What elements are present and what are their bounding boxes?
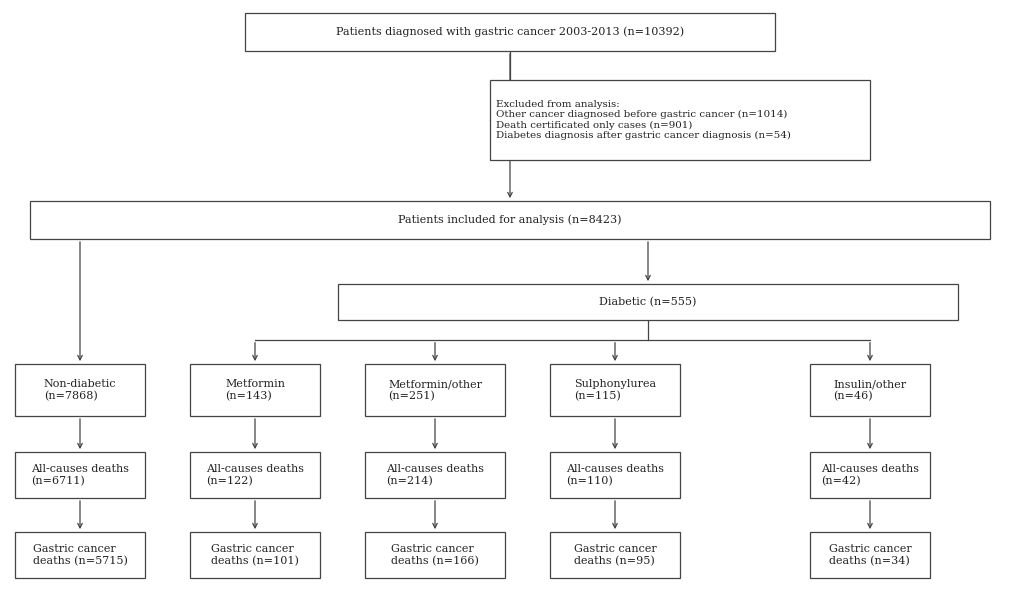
Bar <box>245 13 774 51</box>
Text: Gastric cancer
deaths (n=101): Gastric cancer deaths (n=101) <box>211 544 299 566</box>
Text: Excluded from analysis:
Other cancer diagnosed before gastric cancer (n=1014)
De: Excluded from analysis: Other cancer dia… <box>495 99 790 140</box>
Text: All-causes deaths
(n=122): All-causes deaths (n=122) <box>206 464 304 486</box>
Bar <box>365 452 504 498</box>
Bar <box>190 532 320 578</box>
Text: Gastric cancer
deaths (n=5715): Gastric cancer deaths (n=5715) <box>33 544 127 566</box>
Bar <box>365 532 504 578</box>
Bar <box>190 364 320 416</box>
Text: Gastric cancer
deaths (n=34): Gastric cancer deaths (n=34) <box>827 544 911 566</box>
Text: Non-diabetic
(n=7868): Non-diabetic (n=7868) <box>44 379 116 401</box>
Bar <box>549 532 680 578</box>
Text: Metformin/other
(n=251): Metformin/other (n=251) <box>387 379 482 401</box>
Text: All-causes deaths
(n=6711): All-causes deaths (n=6711) <box>31 464 128 486</box>
Bar <box>489 80 869 160</box>
Bar <box>15 452 145 498</box>
Text: Patients included for analysis (n=8423): Patients included for analysis (n=8423) <box>397 215 622 225</box>
Bar <box>549 452 680 498</box>
Text: Gastric cancer
deaths (n=166): Gastric cancer deaths (n=166) <box>390 544 479 566</box>
Bar <box>365 364 504 416</box>
Text: Metformin
(n=143): Metformin (n=143) <box>225 379 284 401</box>
Text: Sulphonylurea
(n=115): Sulphonylurea (n=115) <box>574 379 655 401</box>
Text: All-causes deaths
(n=110): All-causes deaths (n=110) <box>566 464 663 486</box>
Bar <box>15 532 145 578</box>
Bar <box>809 532 929 578</box>
Bar <box>809 452 929 498</box>
Bar <box>15 364 145 416</box>
Bar <box>549 364 680 416</box>
Text: All-causes deaths
(n=42): All-causes deaths (n=42) <box>820 464 918 486</box>
Text: Gastric cancer
deaths (n=95): Gastric cancer deaths (n=95) <box>573 544 656 566</box>
Text: Diabetic (n=555): Diabetic (n=555) <box>599 297 696 307</box>
Text: All-causes deaths
(n=214): All-causes deaths (n=214) <box>385 464 484 486</box>
Bar <box>337 284 957 320</box>
Bar <box>809 364 929 416</box>
Text: Insulin/other
(n=46): Insulin/other (n=46) <box>833 379 906 401</box>
Bar <box>30 201 989 239</box>
Text: Patients diagnosed with gastric cancer 2003-2013 (n=10392): Patients diagnosed with gastric cancer 2… <box>335 27 684 37</box>
Bar <box>190 452 320 498</box>
